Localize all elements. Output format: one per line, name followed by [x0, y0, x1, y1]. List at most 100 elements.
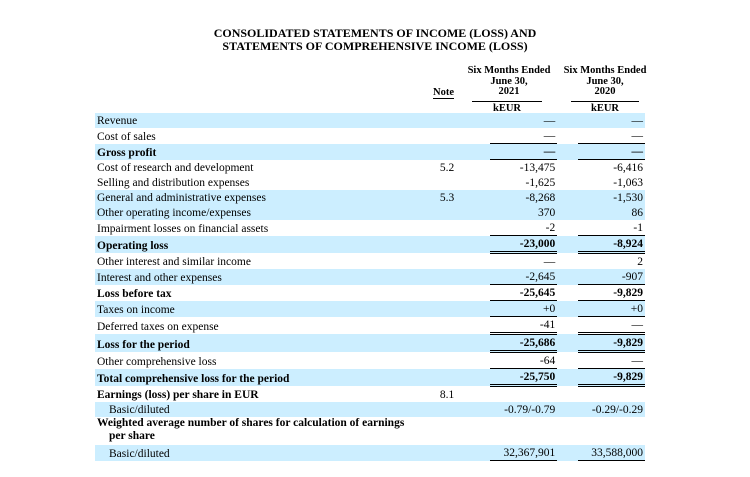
value-2021: +0	[490, 300, 558, 317]
row-label: Loss before tax	[95, 285, 430, 301]
table-row: Gross profit — —	[95, 143, 645, 160]
value-2021: —	[490, 113, 558, 128]
value-2020: -1,063	[613, 177, 643, 189]
table-row: Impairment losses on financial assets -2 -…	[95, 220, 645, 236]
row-label: Basic/diluted	[95, 445, 430, 461]
row-label-text: Basic/diluted	[109, 447, 170, 460]
row-label-text: Total comprehensive loss for the period	[97, 372, 290, 385]
table-row: Taxes on income +0 +0	[95, 300, 645, 317]
row-label-text: Other operating income/expenses	[97, 207, 251, 219]
row-label: Impairment losses on financial assets	[95, 220, 430, 236]
value-2020: —	[577, 143, 645, 160]
value-2021: 32,367,901	[490, 445, 558, 461]
value-2021: -25,686	[490, 333, 558, 353]
value-2020: -907	[577, 269, 645, 285]
table-row: Basic/diluted -0.79/-0.79 -0.29/-0.29	[95, 402, 645, 417]
row-label: Earnings (loss) per share in EUR	[95, 386, 430, 403]
row-label: Gross profit	[95, 143, 430, 160]
row-label-text: Other interest and similar income	[97, 256, 251, 268]
value-2020	[578, 417, 645, 445]
value-2021	[490, 386, 557, 403]
value-2021: -1,625	[525, 177, 556, 189]
col2-header-l2: June 30,	[586, 75, 624, 87]
row-label: Interest and other expenses	[95, 269, 430, 285]
table-row: Deferred taxes on expense -41 —	[95, 316, 645, 335]
row-note: 5.3	[429, 190, 465, 205]
table-row: Earnings (loss) per share in EUR 8.1	[95, 386, 645, 403]
value-2020: -1,530	[577, 190, 645, 205]
table-row: Cost of research and development 5.2 -13,4…	[95, 160, 645, 176]
row-note	[429, 113, 465, 128]
row-note	[430, 285, 465, 301]
table-row: Interest and other expenses -2,645 -907	[95, 269, 645, 285]
row-label: Revenue	[95, 113, 430, 128]
value-2021: -8,268	[490, 190, 558, 205]
row-note	[430, 417, 465, 445]
row-note	[430, 253, 465, 270]
table-row: Cost of sales — —	[95, 128, 645, 144]
row-note	[429, 269, 465, 285]
table-row: Loss for the period -25,686 -9,829	[95, 333, 645, 353]
row-label: Cost of research and development	[95, 160, 430, 176]
col2-header-l3: 2020	[594, 86, 616, 97]
value-2021: -0.79/-0.79	[490, 402, 558, 417]
row-note	[429, 445, 465, 461]
table-row: General and administrative expenses 5.3 -8…	[95, 190, 645, 205]
row-label-text: Cost of research and development	[97, 162, 254, 174]
value-2020: —	[577, 128, 645, 144]
row-note	[429, 300, 465, 317]
title-line-2: STATEMENTS OF COMPREHENSIVE INCOME (LOSS…	[222, 39, 528, 53]
value-2020: -1	[577, 220, 645, 236]
table-row: Basic/diluted 32,367,901 33,588,000	[95, 445, 645, 461]
row-label-text: Loss for the period	[97, 338, 190, 351]
col1-unit: kEUR	[472, 101, 542, 114]
value-2021: -25,750	[490, 368, 558, 387]
value-2021: -13,475	[519, 162, 556, 174]
row-label-text: Operating loss	[97, 239, 169, 252]
row-label: Weighted average number of shares for ca…	[95, 417, 430, 445]
table-row: Loss before tax -25,645 -9,829	[95, 284, 645, 301]
value-2021: -25,645	[490, 284, 558, 301]
value-2021: -64	[490, 351, 558, 369]
row-label: Other operating income/expenses	[95, 205, 430, 220]
value-2021: 370	[490, 205, 558, 220]
row-label-text: Revenue	[97, 115, 138, 127]
table-row: Operating loss -23,000 -8,924	[95, 235, 645, 254]
value-2020: —	[577, 113, 645, 128]
table-row: Revenue — —	[95, 113, 645, 128]
statement-title: CONSOLIDATED STATEMENTS OF INCOME (LOSS)…	[0, 27, 750, 53]
value-2020: -9,829	[577, 368, 645, 387]
row-label: Taxes on income	[95, 300, 430, 317]
table-row: Weighted average number of shares for ca…	[95, 417, 645, 445]
row-note	[429, 368, 465, 386]
value-2020: 33,588,000	[577, 445, 645, 461]
row-note	[429, 333, 465, 352]
value-2020	[578, 386, 645, 403]
value-2020: —	[577, 316, 645, 335]
row-label: Operating loss	[95, 235, 430, 253]
note-header: Note	[433, 87, 454, 99]
table-row: Total comprehensive loss for the period -…	[95, 368, 645, 387]
row-label: Basic/diluted	[95, 402, 430, 417]
row-label-text: Impairment losses on financial assets	[97, 222, 269, 235]
row-label-text: Loss before tax	[97, 287, 172, 300]
row-label-text: Other comprehensive loss	[97, 355, 217, 368]
row-note	[429, 205, 465, 220]
row-label: General and administrative expenses	[95, 190, 430, 205]
row-label: Other interest and similar income	[95, 253, 430, 270]
row-label-text: Deferred taxes on expense	[97, 320, 219, 333]
value-2021: -2	[490, 220, 558, 236]
row-label-text: Gross profit	[97, 146, 157, 159]
value-2021	[490, 417, 557, 445]
col2-unit: kEUR	[571, 101, 639, 114]
row-label-text: Weighted average number of shares for ca…	[97, 417, 405, 429]
column-header-2020: Six Months Ended June 30, 2020	[562, 65, 648, 98]
row-label-text: Basic/diluted	[109, 404, 170, 416]
row-note	[430, 317, 465, 334]
row-note	[429, 402, 465, 417]
col1-header-l2: June 30,	[490, 75, 528, 87]
row-note: 5.2	[439, 162, 455, 174]
col2-header-l1: Six Months Ended	[563, 65, 647, 76]
row-label: Total comprehensive loss for the period	[95, 368, 430, 386]
row-label: Loss for the period	[95, 333, 430, 352]
